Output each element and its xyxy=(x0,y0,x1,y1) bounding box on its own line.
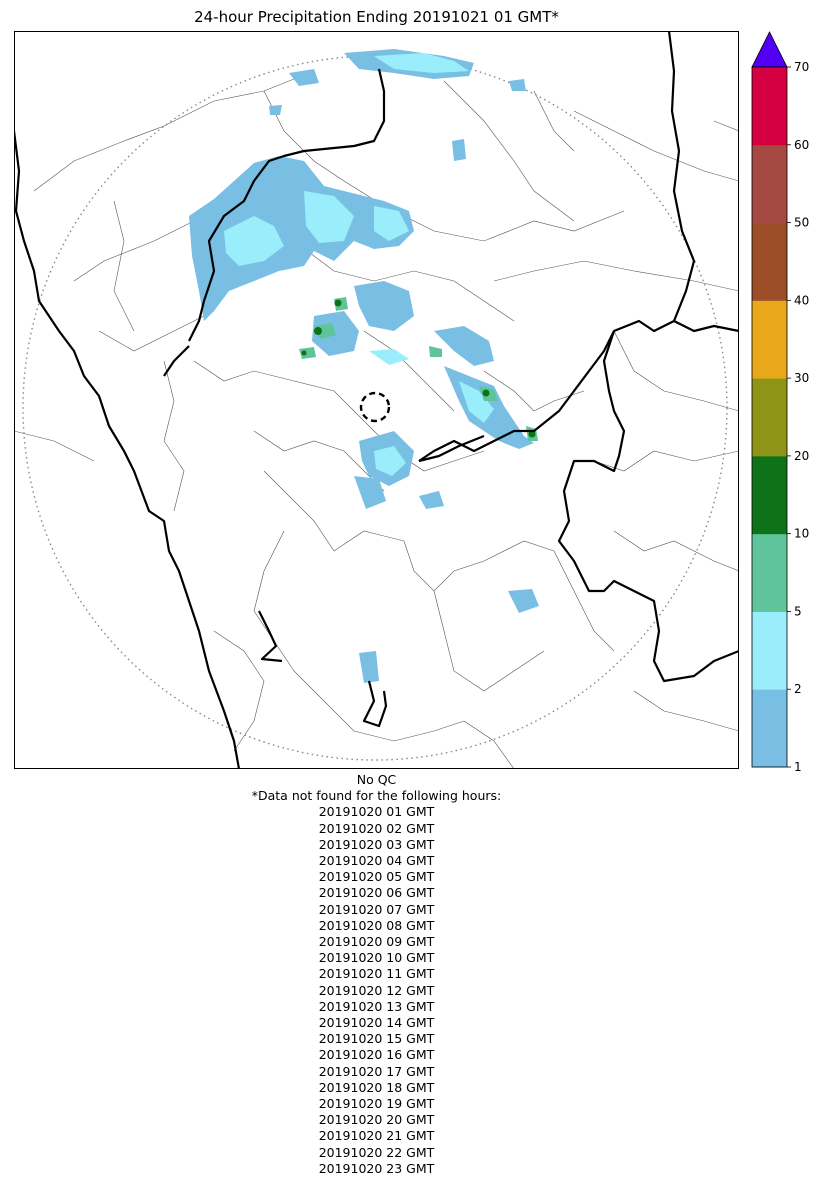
missing-hour-item: 20191020 15 GMT xyxy=(318,1031,435,1047)
missing-hour-item: 20191020 13 GMT xyxy=(318,998,435,1014)
missing-hour-item: 20191020 12 GMT xyxy=(318,982,435,998)
missing-hour-item: 20191020 10 GMT xyxy=(318,950,435,966)
colorbar-tick-label: 40 xyxy=(794,293,809,307)
colorbar-tick-label: 50 xyxy=(794,216,809,230)
missing-hour-item: 20191020 22 GMT xyxy=(318,1144,435,1160)
missing-hour-item: 20191020 04 GMT xyxy=(318,853,435,869)
colorbar-tick-label: 20 xyxy=(794,449,809,463)
missing-hour-item: 20191020 19 GMT xyxy=(318,1096,435,1112)
state-boundaries xyxy=(14,31,739,769)
missing-hour-item: 20191020 05 GMT xyxy=(318,869,435,885)
colorbar-segment xyxy=(752,611,787,690)
map-title: 24-hour Precipitation Ending 20191021 01… xyxy=(194,8,559,26)
missing-hour-item: 20191020 01 GMT xyxy=(318,804,435,820)
colorbar-segment xyxy=(752,689,787,768)
colorbar-extend-triangle xyxy=(751,31,788,68)
colorbar-tick-label: 70 xyxy=(794,60,809,74)
missing-hour-item: 20191020 02 GMT xyxy=(318,820,435,836)
precipitation-map xyxy=(14,31,739,769)
colorbar-outline xyxy=(751,66,788,768)
colorbar-segment xyxy=(752,455,787,535)
precipitation-colorbar: 1 2 5 10 20 30 40 50 60 70 xyxy=(751,31,809,774)
colorbar-tick-label: 60 xyxy=(794,138,809,152)
missing-hour-item: 20191020 16 GMT xyxy=(318,1047,435,1063)
colorbar-tick-label: 1 xyxy=(794,760,802,774)
missing-hours-list: 20191020 01 GMT 20191020 02 GMT 20191020 0… xyxy=(14,804,739,1177)
colorbar-segment xyxy=(752,378,787,457)
radar-range-ring xyxy=(22,55,728,761)
missing-hour-item: 20191020 09 GMT xyxy=(318,934,435,950)
colorbar-segment xyxy=(752,533,787,612)
colorbar-tick-label: 5 xyxy=(794,604,802,618)
missing-hour-item: 20191020 11 GMT xyxy=(318,966,435,982)
colorbar-segment xyxy=(752,67,787,146)
missing-hour-item: 20191020 18 GMT xyxy=(318,1079,435,1095)
colorbar-tick-label: 2 xyxy=(794,682,802,696)
missing-hour-item: 20191020 08 GMT xyxy=(318,917,435,933)
missing-hour-item: 20191020 14 GMT xyxy=(318,1015,435,1031)
missing-hour-item: 20191020 23 GMT xyxy=(318,1160,435,1176)
missing-hour-item: 20191020 20 GMT xyxy=(318,1112,435,1128)
colorbar-tick-label: 30 xyxy=(794,371,809,385)
missing-hour-item: 20191020 07 GMT xyxy=(318,901,435,917)
qc-label: No QC xyxy=(356,772,397,787)
data-notes: No QC *Data not found for the following … xyxy=(14,772,739,1177)
colorbar-tick-label: 10 xyxy=(794,527,809,541)
colorbar-segment xyxy=(752,300,787,379)
missing-data-header: *Data not found for the following hours: xyxy=(251,788,502,804)
colorbar-segment xyxy=(752,144,787,224)
precipitation-moderate xyxy=(224,53,494,476)
missing-hour-item: 20191020 21 GMT xyxy=(318,1128,435,1144)
missing-hour-item: 20191020 17 GMT xyxy=(318,1063,435,1079)
missing-hour-item: 20191020 06 GMT xyxy=(318,885,435,901)
colorbar-segment xyxy=(752,222,787,301)
precipitation-very-heavy xyxy=(301,299,536,438)
district-boundaries xyxy=(14,70,739,769)
missing-hour-item: 20191020 03 GMT xyxy=(318,836,435,852)
radar-location-marker xyxy=(359,391,391,423)
